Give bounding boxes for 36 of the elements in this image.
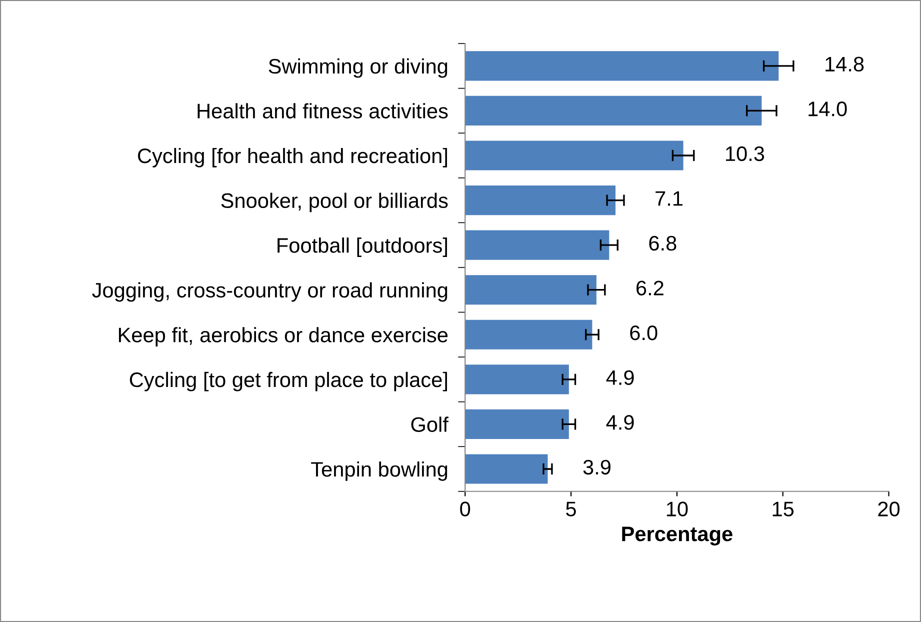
data-label: 4.9 xyxy=(606,370,634,386)
data-label: 14.8 xyxy=(826,56,864,72)
y-tick-label: Health and fitness activities xyxy=(198,103,448,118)
data-label: 10.3 xyxy=(726,146,764,162)
y-tick-label: Snooker, pool or billiards xyxy=(221,192,448,212)
bar xyxy=(465,320,592,350)
data-label: 6.0 xyxy=(630,325,658,340)
bar xyxy=(465,275,596,305)
bar xyxy=(465,364,569,394)
x-tick-label: 15 xyxy=(772,502,794,516)
bar xyxy=(465,454,548,484)
bar xyxy=(465,230,610,260)
bar xyxy=(465,186,616,216)
y-tick-label: Cycling [to get from place to place] xyxy=(130,372,447,392)
y-tick-label: Swimming or diving xyxy=(268,58,448,78)
y-tick-label: Golf xyxy=(411,416,448,432)
bar xyxy=(465,409,569,439)
x-tick-label: 5 xyxy=(566,502,576,516)
bar xyxy=(465,51,779,81)
y-tick-label: Football [outdoors] xyxy=(278,238,447,257)
y-tick-label: Tenpin bowling xyxy=(311,461,448,481)
x-tick-label: 0 xyxy=(460,502,470,516)
data-label: 6.8 xyxy=(649,236,676,251)
x-tick-label: 10 xyxy=(666,502,688,516)
y-tick-label: Jogging, cross-country or road running xyxy=(92,282,448,302)
data-label: 7.1 xyxy=(656,191,682,206)
data-label: 14.0 xyxy=(808,102,847,116)
bar xyxy=(465,96,762,126)
bar xyxy=(465,140,684,170)
x-axis-title: Percentage xyxy=(622,526,732,546)
x-tick-label: 20 xyxy=(878,502,900,516)
data-label: 6.2 xyxy=(636,280,664,296)
data-label: 3.9 xyxy=(583,460,610,475)
y-tick-label: Keep fit, aerobics or dance exercise xyxy=(118,327,448,347)
data-label: 4.9 xyxy=(606,415,634,430)
y-tick-label: Cycling [for health and recreation] xyxy=(138,148,447,168)
